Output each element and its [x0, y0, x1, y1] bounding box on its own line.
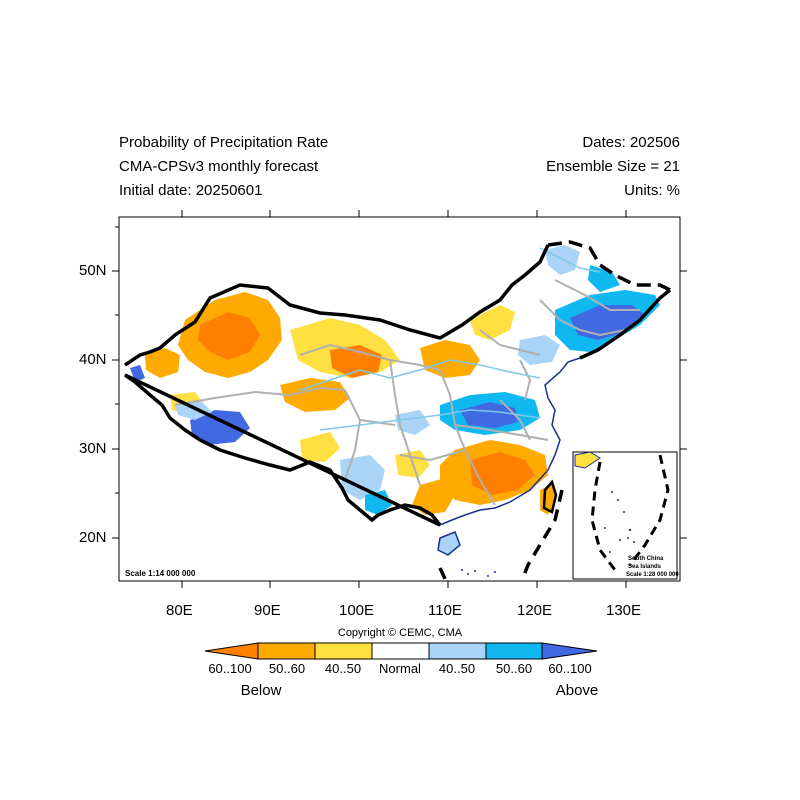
tick-marks: [112, 210, 687, 588]
above-normal-patches: [130, 245, 660, 515]
legend-swatch-above-50: [485, 642, 543, 660]
lat-label-30n: 30N: [79, 440, 107, 457]
lon-label-100e: 100E: [339, 602, 375, 619]
hainan: [437, 531, 461, 556]
lon-label-120e: 120E: [517, 602, 553, 619]
legend-bar: [204, 642, 598, 660]
legend-label-2: 50..60: [268, 661, 306, 676]
legend-below-label: Below: [240, 682, 282, 699]
legend-label-4: Normal: [379, 661, 421, 676]
rivers: [299, 247, 601, 431]
legend-swatch-below-40: [314, 642, 373, 660]
legend-swatch-below-60: [204, 642, 259, 660]
title-line-3: Initial date: 20250601: [119, 182, 263, 199]
taiwan: [542, 479, 558, 514]
legend-label-7: 60..100: [548, 661, 592, 676]
inset-title-1: South China: [628, 556, 664, 562]
lon-label-110e: 110E: [428, 602, 462, 619]
legend-label-5: 40..50: [438, 661, 476, 676]
scale-main: Scale 1:14 000 000: [125, 569, 196, 578]
lat-label-20n: 20N: [79, 529, 107, 546]
maritime-boundary: [438, 489, 564, 582]
china-border: [124, 244, 550, 367]
copyright: Copyright © CEMC, CMA: [337, 627, 463, 639]
legend-label-1: 60..100: [208, 661, 252, 676]
title-line-2: CMA-CPSv3 monthly forecast: [119, 158, 319, 175]
lat-label-40n: 40N: [79, 351, 107, 368]
title-line-1: Probability of Precipitation Rate: [119, 134, 329, 151]
sea-dots: [461, 569, 496, 577]
legend-label-3: 40..50: [324, 661, 362, 676]
legend-swatch-below-50: [257, 642, 316, 660]
lon-label-80e: 80E: [166, 602, 193, 619]
legend-above-label: Above: [555, 682, 599, 699]
inset-scale: Scale 1:28 000 000: [626, 572, 679, 578]
coastline: [439, 357, 581, 526]
lon-label-90e: 90E: [254, 602, 281, 619]
legend-swatch-above-60: [541, 642, 598, 660]
dates-label: Dates: 202506: [582, 134, 680, 151]
legend-swatch-normal: [371, 642, 430, 660]
province-boundaries: [174, 279, 640, 506]
ensemble-label: Ensemble Size = 21: [546, 158, 680, 175]
legend-swatch-above-40: [428, 642, 487, 660]
units-label: Units: %: [624, 182, 680, 199]
lon-label-130e: 130E: [606, 602, 642, 619]
lat-label-50n: 50N: [79, 262, 107, 279]
legend-label-6: 50..60: [495, 661, 533, 676]
inset-title-2: Sea Islands: [628, 564, 662, 570]
